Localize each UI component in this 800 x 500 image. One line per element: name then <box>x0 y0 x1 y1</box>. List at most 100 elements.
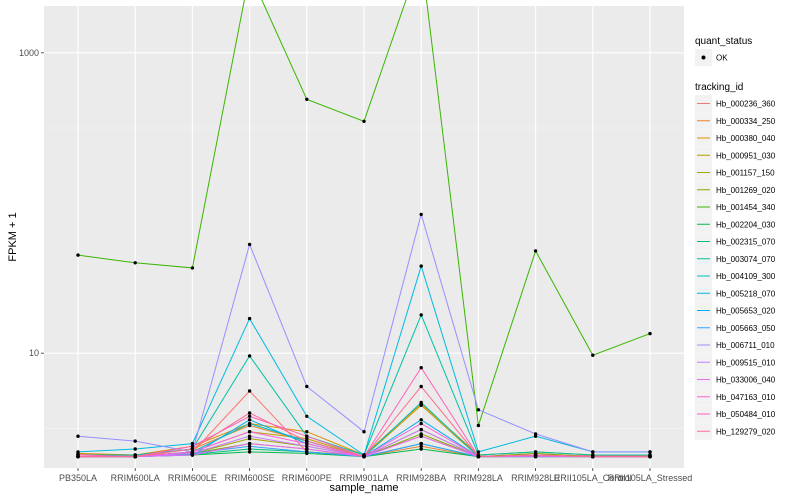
data-point-hb-002315-070 <box>247 447 252 451</box>
data-point-hb-001454-340 <box>133 261 137 265</box>
data-point-hb-002204-030 <box>247 450 252 454</box>
legend-color-entries: Hb_000236_360 Hb_000334_250 Hb_000380_040 H… <box>695 95 776 440</box>
y-axis-title: FPKM + 1 <box>7 212 19 261</box>
x-tick-label: RRIM928LA <box>454 473 503 483</box>
legend-entry-hb-005663-050: Hb_005663_050 <box>695 319 776 337</box>
x-tick-label: RRIM901LA <box>339 473 388 483</box>
legend-label: Hb_002204_030 <box>716 220 776 229</box>
legend-title-tracking-id: tracking_id <box>695 82 743 93</box>
data-point-hb-003074-070 <box>247 354 252 358</box>
legend-entry-hb-005653-020: Hb_005653_020 <box>695 302 776 319</box>
data-point-hb-129279-020 <box>419 384 423 389</box>
legend-label: Hb_002315_070 <box>716 238 776 247</box>
y-axis: 10 1000 <box>19 48 44 358</box>
legend-label: Hb_005663_050 <box>716 324 776 333</box>
data-point-hb-004109-300 <box>419 400 423 405</box>
x-axis: PB350LA RRIM600LA RRIM600LE RRIM600SE RRIM60… <box>59 468 692 483</box>
data-point-hb-050484-010 <box>247 414 252 418</box>
x-tick-label: RRII105LA_Stressed <box>608 473 693 483</box>
legend-entry-hb-004109-300: Hb_004109_300 <box>695 267 776 285</box>
data-point-hb-006711-010 <box>476 408 481 412</box>
x-tick-label: PB350LA <box>59 473 97 483</box>
y-tick-label: 10 <box>29 348 39 358</box>
data-point-hb-005663-050 <box>305 450 309 454</box>
data-point-hb-005663-050 <box>247 444 252 448</box>
data-point-hb-047163-010 <box>190 450 195 454</box>
legend-entry-hb-002315-070: Hb_002315_070 <box>695 233 776 250</box>
data-point-hb-033006-040 <box>419 434 423 438</box>
data-point-hb-129279-020 <box>648 454 652 459</box>
legend-label: Hb_000951_030 <box>716 151 776 160</box>
data-point-hb-129279-020 <box>533 453 538 457</box>
legend-label: Hb_001157_150 <box>716 169 775 178</box>
data-point-hb-001454-340 <box>591 353 595 357</box>
data-point-hb-129279-020 <box>476 454 481 459</box>
legend-entry-hb-000236-360: Hb_000236_360 <box>695 95 776 112</box>
data-point-hb-006711-010 <box>591 450 595 454</box>
legend-label: Hb_001269_020 <box>716 186 776 195</box>
data-point-hb-047163-010 <box>247 430 252 434</box>
data-point-hb-005218-070 <box>476 450 481 454</box>
data-point-hb-006711-010 <box>305 384 309 389</box>
data-point-hb-006711-010 <box>648 450 652 454</box>
x-tick-label: RRIM928BA <box>396 473 446 483</box>
data-point-hb-001454-340 <box>362 119 366 124</box>
legend-label: Hb_000334_250 <box>716 117 776 126</box>
legend-entry-hb-005218-070: Hb_005218_070 <box>695 284 776 302</box>
legend-entry-hb-000334-250: Hb_000334_250 <box>695 112 776 130</box>
legend-entry-hb-009515-010: Hb_009515_010 <box>695 353 776 371</box>
x-tick-label: RRII105LA_Control <box>554 473 632 483</box>
data-point-hb-003074-070 <box>533 450 538 454</box>
legend-key-ok: OK <box>695 49 728 66</box>
data-point-hb-033006-040 <box>190 453 195 457</box>
x-tick-label: RRIM928LE <box>511 473 560 483</box>
data-point-hb-005663-050 <box>419 441 423 446</box>
data-point-hb-005218-070 <box>305 414 309 418</box>
data-point-hb-001454-340 <box>476 423 481 428</box>
data-point-hb-047163-010 <box>419 421 423 426</box>
data-point-hb-001157-150 <box>247 436 252 441</box>
legend-label: Hb_050484_010 <box>716 410 776 419</box>
legend-label: Hb_003074_070 <box>716 255 776 264</box>
data-point-hb-004109-300 <box>247 421 252 426</box>
data-point-hb-000236-360 <box>247 389 252 393</box>
legend-label: Hb_006711_010 <box>716 341 775 350</box>
data-point-hb-006711-010 <box>419 212 423 217</box>
data-point-hb-001454-340 <box>190 266 195 270</box>
data-point-hb-001454-340 <box>305 97 309 102</box>
data-point-hb-000334-250 <box>419 444 423 448</box>
x-tick-label: RRIM600SE <box>225 473 275 483</box>
data-point-hb-002204-030 <box>419 447 423 451</box>
data-point-hb-050484-010 <box>190 444 195 448</box>
data-point-hb-009515-010 <box>419 427 423 432</box>
legend-label: Hb_000236_360 <box>716 100 776 109</box>
legend: quant_status OK tracking_id Hb_000236_36… <box>695 36 776 440</box>
legend-entry-hb-006711-010: Hb_006711_010 <box>695 336 775 354</box>
data-point-hb-006711-010 <box>362 430 366 434</box>
legend-point-icon <box>701 55 706 60</box>
data-point-hb-005218-070 <box>419 264 423 268</box>
legend-entry-hb-050484-010: Hb_050484_010 <box>695 405 776 423</box>
data-point-hb-129279-020 <box>190 447 195 451</box>
legend-entry-hb-001157-150: Hb_001157_150 <box>695 164 775 181</box>
data-point-hb-009515-010 <box>305 444 309 448</box>
legend-entry-hb-002204-030: Hb_002204_030 <box>695 215 776 233</box>
legend-entry-hb-000380-040: Hb_000380_040 <box>695 129 776 147</box>
data-point-hb-129279-020 <box>76 454 80 459</box>
legend-entry-hb-000951-030: Hb_000951_030 <box>695 146 776 164</box>
legend-label: Hb_001454_340 <box>716 203 776 212</box>
data-point-hb-003074-070 <box>419 313 423 317</box>
data-point-hb-129279-020 <box>133 454 137 459</box>
data-point-hb-000380-040 <box>305 430 309 434</box>
data-point-hb-050484-010 <box>419 366 423 370</box>
data-point-hb-005218-070 <box>190 441 195 446</box>
data-point-hb-000951-030 <box>419 403 423 407</box>
legend-entry-hb-001269-020: Hb_001269_020 <box>695 181 776 199</box>
legend-label: Hb_005218_070 <box>716 289 776 298</box>
x-tick-label: RRIM600LA <box>111 473 160 483</box>
data-point-hb-129279-020 <box>305 439 309 443</box>
legend-entry-hb-047163-010: Hb_047163_010 <box>695 388 776 406</box>
x-tick-label: RRIM600PE <box>282 473 332 483</box>
legend-title-quant-status: quant_status <box>695 36 752 47</box>
